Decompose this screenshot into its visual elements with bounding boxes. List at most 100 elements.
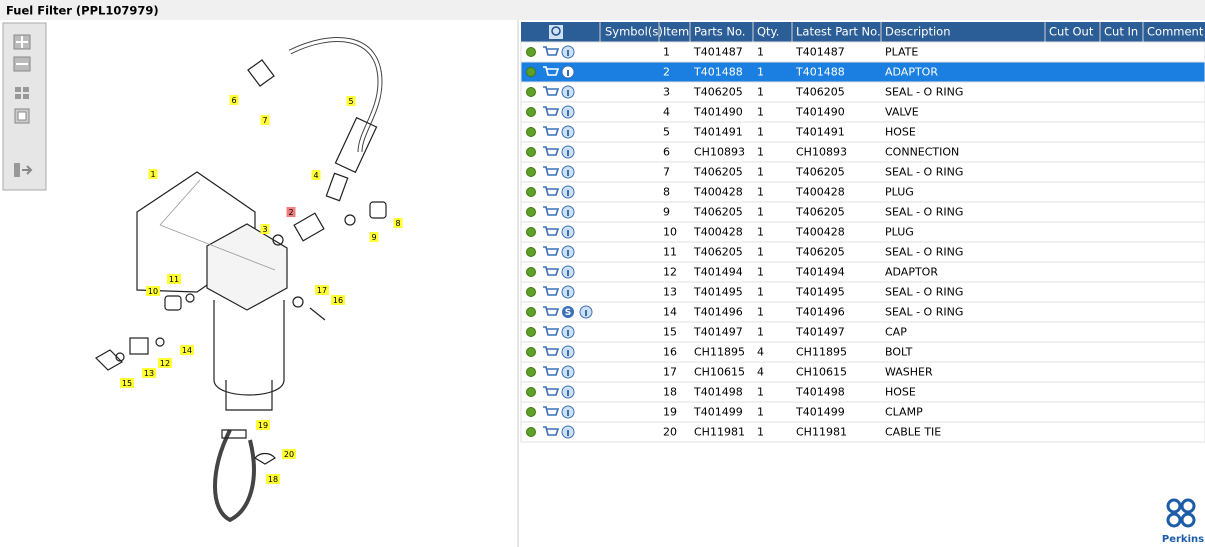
callout-box[interactable] <box>331 295 345 305</box>
table-row[interactable] <box>520 421 1205 443</box>
callout-label[interactable]: 13 <box>144 369 154 378</box>
callout-box[interactable] <box>286 207 296 217</box>
callout-box[interactable] <box>158 358 172 368</box>
details-icon[interactable] <box>526 107 536 117</box>
cart-icon[interactable] <box>543 186 560 196</box>
cart-icon[interactable] <box>543 286 560 296</box>
details-icon[interactable] <box>526 287 536 297</box>
callout-box[interactable] <box>315 285 329 295</box>
details-icon[interactable] <box>526 347 536 357</box>
callout-label[interactable]: 16 <box>333 296 343 305</box>
table-row[interactable] <box>520 281 1205 303</box>
zoom-out[interactable] <box>13 56 31 72</box>
search-icon[interactable] <box>549 25 563 39</box>
details-icon[interactable] <box>526 327 536 337</box>
cart-icon[interactable] <box>543 226 560 236</box>
table-row[interactable] <box>520 381 1205 403</box>
cart-icon[interactable] <box>543 266 560 276</box>
selected-row[interactable] <box>520 61 1205 83</box>
cart-icon[interactable] <box>543 326 560 336</box>
callout-label[interactable]: 19 <box>258 421 268 430</box>
details-icon[interactable] <box>526 407 536 417</box>
callout-label[interactable]: 7 <box>262 116 267 125</box>
table-row[interactable] <box>520 161 1205 183</box>
callout-label[interactable]: 1 <box>150 170 155 179</box>
callout-label[interactable]: 5 <box>348 97 353 106</box>
callout-box[interactable] <box>229 95 239 105</box>
table-row[interactable] <box>520 81 1205 103</box>
callout-box[interactable] <box>148 169 158 179</box>
cart-icon[interactable] <box>543 206 560 216</box>
callout-box[interactable] <box>180 345 194 355</box>
callout-label[interactable]: 12 <box>160 359 170 368</box>
details-icon[interactable] <box>526 367 536 377</box>
details-icon[interactable] <box>526 47 536 57</box>
callout-label[interactable]: 18 <box>268 475 278 484</box>
callout-label[interactable]: 8 <box>395 219 400 228</box>
callout-label[interactable]: 17 <box>317 286 327 295</box>
table-row[interactable] <box>520 181 1205 203</box>
callout-box[interactable] <box>311 170 321 180</box>
callout-box[interactable] <box>346 96 356 106</box>
cart-icon[interactable] <box>543 346 560 356</box>
callout-box[interactable] <box>393 218 403 228</box>
details-icon[interactable] <box>526 387 536 397</box>
callout-box[interactable] <box>260 115 270 125</box>
details-icon[interactable] <box>526 307 536 317</box>
cart-icon[interactable] <box>543 406 560 416</box>
cart-icon[interactable] <box>543 46 560 56</box>
callout-box[interactable] <box>282 449 296 459</box>
callout-label[interactable]: 3 <box>262 225 267 234</box>
cart-icon[interactable] <box>543 86 560 96</box>
cart-icon[interactable] <box>543 426 560 436</box>
callout-label[interactable]: 20 <box>284 450 294 459</box>
callout-label[interactable]: 9 <box>371 233 376 242</box>
table-row[interactable] <box>520 121 1205 143</box>
callout-label[interactable]: 4 <box>313 171 318 180</box>
cart-icon[interactable] <box>543 106 560 116</box>
actual-size[interactable] <box>14 108 30 124</box>
table-row[interactable] <box>520 101 1205 123</box>
details-icon[interactable] <box>526 87 536 97</box>
details-icon[interactable] <box>526 227 536 237</box>
details-icon[interactable] <box>526 427 536 437</box>
callout-label[interactable]: 10 <box>148 287 158 296</box>
table-row[interactable] <box>520 361 1205 383</box>
callout-box[interactable] <box>146 286 160 296</box>
details-icon[interactable] <box>526 247 536 257</box>
cart-icon[interactable] <box>543 246 560 256</box>
details-icon[interactable] <box>526 167 536 177</box>
details-icon[interactable] <box>526 147 536 157</box>
cart-icon[interactable] <box>543 366 560 376</box>
table-row[interactable] <box>520 241 1205 263</box>
table-row[interactable] <box>520 201 1205 223</box>
callout-box[interactable] <box>120 378 134 388</box>
details-icon[interactable] <box>526 207 536 217</box>
zoom-in[interactable] <box>13 34 31 50</box>
callout-label[interactable]: 11 <box>169 275 179 284</box>
details-icon[interactable] <box>526 187 536 197</box>
callout-box[interactable] <box>256 420 270 430</box>
cart-icon[interactable] <box>543 66 560 76</box>
cart-icon[interactable] <box>543 306 560 316</box>
callout-label[interactable]: 2 <box>288 208 293 217</box>
callout-box[interactable] <box>266 474 280 484</box>
table-row[interactable] <box>520 341 1205 363</box>
fit-view[interactable] <box>15 87 29 99</box>
table-row[interactable] <box>520 321 1205 343</box>
callout-label[interactable]: 6 <box>231 96 236 105</box>
callout-box[interactable] <box>167 274 181 284</box>
details-icon[interactable] <box>526 127 536 137</box>
callout-label[interactable]: 15 <box>122 379 132 388</box>
table-row[interactable] <box>520 221 1205 243</box>
details-icon[interactable] <box>526 267 536 277</box>
callout-box[interactable] <box>369 232 379 242</box>
cart-icon[interactable] <box>543 166 560 176</box>
cart-icon[interactable] <box>543 146 560 156</box>
table-row[interactable] <box>520 301 1205 323</box>
table-row[interactable] <box>520 401 1205 423</box>
callout-label[interactable]: 14 <box>182 346 192 355</box>
table-row[interactable] <box>520 141 1205 163</box>
details-icon[interactable] <box>526 67 536 77</box>
table-row[interactable] <box>520 261 1205 283</box>
